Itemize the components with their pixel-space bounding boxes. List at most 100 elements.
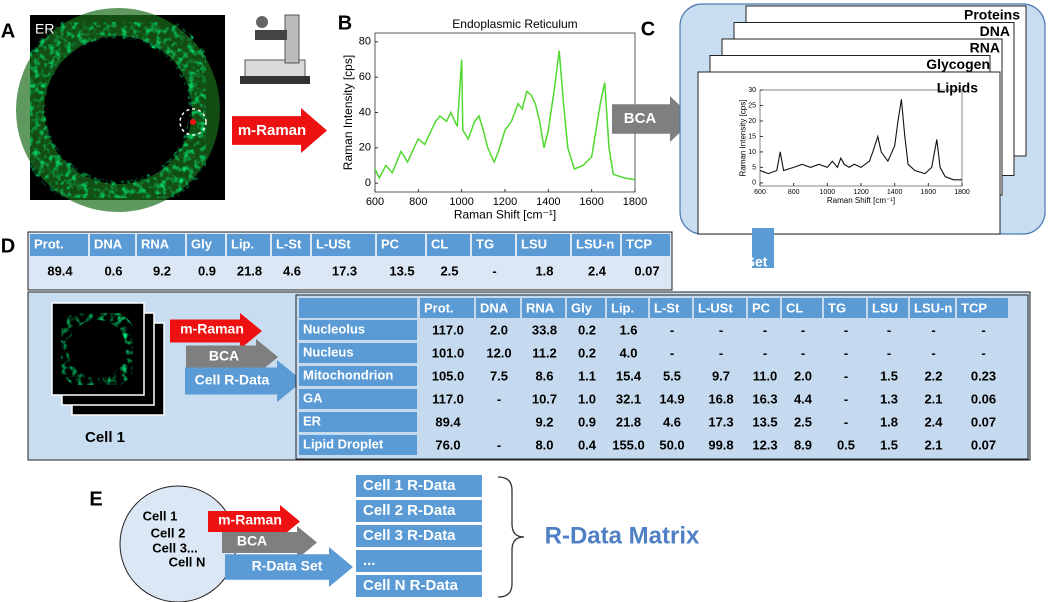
cell-text: 14.9 [659,391,684,406]
cell-text: 2.4 [924,414,943,429]
plot-frame [374,32,636,193]
cell-text: 4.6 [663,414,681,429]
cell-text: 7.5 [490,368,508,383]
cell-text: - [719,322,723,337]
cell-text: 9.2 [535,414,553,429]
microscope [256,16,268,28]
header-cell [567,298,605,318]
y-tick-label: 0 [365,177,371,189]
header-cell [868,298,908,318]
x-tick-label: 800 [409,196,427,208]
cell-text: 8.0 [535,437,553,452]
header-cell [910,298,955,318]
cell-text: - [763,345,767,360]
cell-text: - [981,345,985,360]
cell-text: 21.8 [616,414,641,429]
cell-text: 89.4 [435,414,461,429]
list-cell [356,550,482,572]
cell-text: 76.0 [435,437,460,452]
cell-text: 1.6 [619,322,637,337]
matrix-label: R-Data Matrix [545,522,700,549]
header-text: LSU [872,300,898,315]
cell-text: 2.5 [794,414,812,429]
header-text: CL [786,300,803,315]
arrow-label: BCA [237,533,267,549]
cell-text: 8.6 [535,368,553,383]
row-label: Lipid Droplet [303,436,384,451]
cell-text: 13.5 [389,263,414,278]
spectrum [759,99,962,181]
header-cell [377,234,425,256]
header-text: DNA [480,300,509,315]
arrow [208,505,300,538]
list-text: Cell 1 R-Data [363,477,456,494]
x-tick-label: 1400 [536,196,560,208]
header-cell [476,298,520,318]
cell-text: 17.3 [332,263,357,278]
row-label: Nucleolus [303,321,365,336]
cell-text: - [801,322,805,337]
cell-text: 1.5 [880,368,898,383]
arrow [222,526,317,559]
panel-label: C [641,18,655,40]
x-axis-label: Raman Shift [cm⁻¹] [454,207,556,221]
header-text: Prot. [424,300,454,315]
cell-name: Cell N [169,554,206,569]
table-frame [295,294,1029,460]
nucleus [45,38,185,178]
header-cell [90,234,135,256]
cell-text: - [801,345,805,360]
row-label: GA [303,390,323,405]
cell-label: Cell 1 [85,429,125,446]
page-label: Glycogen [926,56,990,72]
cell-text: - [844,391,848,406]
arrow [612,96,694,142]
header-text: CL [431,236,448,251]
cell-text: 99.8 [708,437,733,452]
cell-text: - [719,345,723,360]
cell-text: 5.5 [663,368,681,383]
cell-text: - [887,345,891,360]
header-cell [299,298,417,318]
cell-text: 16.8 [708,391,733,406]
arrow [232,108,327,153]
cell-text: 0.06 [971,391,996,406]
x-tick-label: 1000 [820,189,836,196]
cell-text: 1.8 [880,414,898,429]
row-label-cell [299,412,417,432]
arrow-label: m-Raman [218,512,282,528]
header-text: Lip. [611,300,634,315]
header-cell [607,298,648,318]
header-cell [227,234,270,256]
y-tick-label: 15 [748,133,756,140]
cell-text: - [763,322,767,337]
cell-text: - [670,322,674,337]
cell-text: 8.9 [794,437,812,452]
cell-text: - [497,391,501,406]
arrow-label: R-Data Set [697,254,768,270]
cell-name: Cell 1 [143,508,178,523]
arrow-label: BCA [209,348,239,364]
cell-text: 10.7 [532,391,557,406]
cell-text: 13.5 [752,414,777,429]
header-cell [650,298,692,318]
cell-text: 15.4 [616,368,642,383]
y-tick-label: 40 [359,106,371,118]
arrow [185,360,303,402]
panel-label: D [1,235,15,257]
cell-text: 2.0 [490,322,508,337]
cell-name: Cell 2 [151,525,186,540]
row-label: ER [303,413,322,428]
header-text: LSU-n [914,300,952,315]
header-cell [748,298,780,318]
header-text: Lip. [231,236,254,251]
cell-text: 0.2 [578,322,596,337]
cell-text: 11.2 [532,345,557,360]
list-cell [356,525,482,547]
cell-text: 0.07 [971,437,996,452]
header-text: TG [476,236,494,251]
header-cell [522,298,565,318]
cell-text: 2.5 [440,263,458,278]
header-cell [312,234,375,256]
header-cell [572,234,620,256]
